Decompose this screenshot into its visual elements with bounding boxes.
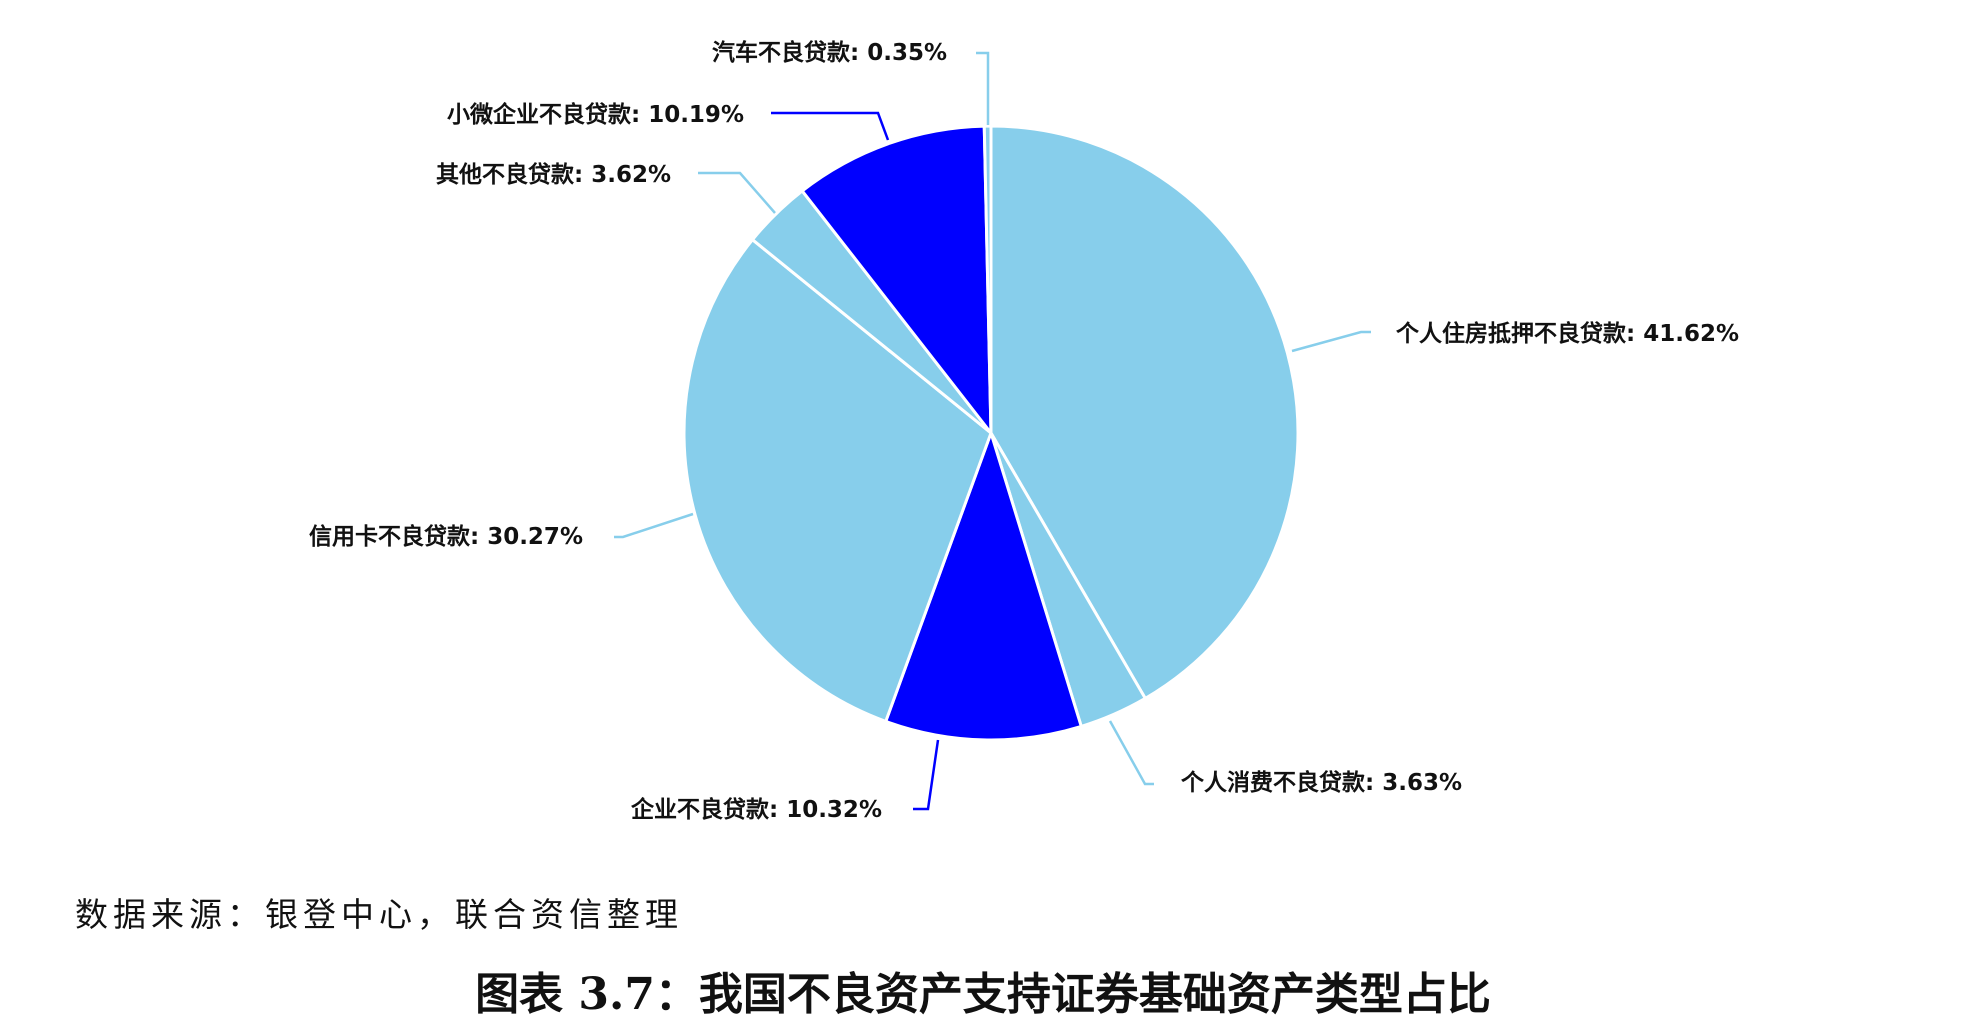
pie-slice-auto xyxy=(982,124,993,435)
pie-slice-enterprise xyxy=(884,431,1083,742)
pie-slice-small-micro xyxy=(800,124,993,435)
leader-line-credit-card xyxy=(614,512,694,539)
label-housing: 个人住房抵押不良贷款: 41.62% xyxy=(1396,320,1739,347)
pie-slice-housing xyxy=(989,124,1300,700)
label-other: 其他不良贷款: 3.62% xyxy=(436,161,671,188)
data-source: 数据来源：银登中心，联合资信整理 xyxy=(75,895,683,934)
pie-slice-credit-card xyxy=(682,238,993,723)
label-enterprise: 企业不良贷款: 10.32% xyxy=(630,796,882,823)
leader-line-consumer xyxy=(1108,720,1154,786)
label-consumer: 个人消费不良贷款: 3.63% xyxy=(1181,769,1462,796)
leader-lines xyxy=(614,51,1371,811)
leader-line-small-micro xyxy=(771,111,890,141)
pie-slices xyxy=(682,124,1300,742)
leader-line-other xyxy=(698,171,776,214)
slice-labels: 个人住房抵押不良贷款: 41.62% 个人消费不良贷款: 3.63% 企业不良贷… xyxy=(309,39,1739,823)
label-small-micro: 小微企业不良贷款: 10.19% xyxy=(447,101,744,128)
label-credit-card: 信用卡不良贷款: 30.27% xyxy=(309,523,583,550)
leader-line-auto xyxy=(976,51,990,125)
label-auto: 汽车不良贷款: 0.35% xyxy=(712,39,947,66)
leader-line-enterprise xyxy=(913,739,940,811)
chart-title: 图表 3.7：我国不良资产支持证券基础资产类型占比 xyxy=(475,969,1491,1020)
leader-line-housing xyxy=(1291,330,1371,353)
